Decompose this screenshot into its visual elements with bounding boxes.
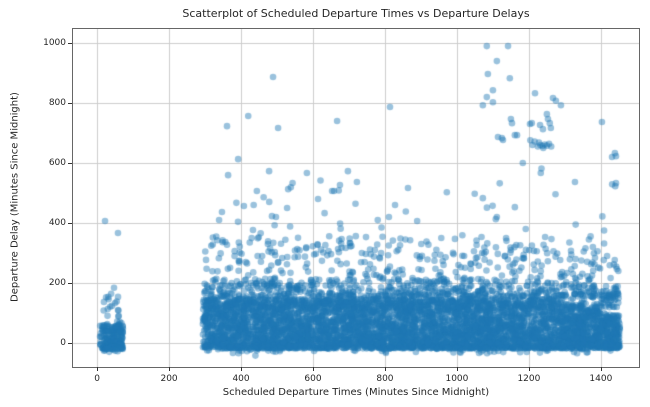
x-tick-label: 1000 (445, 374, 469, 384)
y-tick-mark (68, 343, 72, 344)
x-tick-label: 1200 (517, 374, 541, 384)
x-tick-mark (313, 367, 314, 371)
x-tick-mark (384, 367, 386, 371)
x-tick-label: 1400 (589, 374, 613, 384)
x-tick-label: 400 (232, 374, 250, 384)
x-tick-mark (528, 367, 530, 371)
plot-area (72, 28, 640, 368)
x-tick-mark (241, 367, 243, 371)
x-axis-label: Scheduled Departure Times (Minutes Since… (222, 387, 490, 398)
chart-title: Scatterplot of Scheduled Departure Times… (182, 7, 530, 20)
y-tick-label: 800 (48, 98, 66, 109)
y-tick-label: 0 (60, 338, 66, 348)
y-tick-mark (68, 223, 72, 225)
y-tick-label: 1000 (43, 38, 66, 49)
scatter-plot-canvas (73, 29, 639, 367)
x-tick-mark (600, 367, 602, 371)
y-tick-mark (68, 163, 72, 165)
y-tick-mark (68, 283, 72, 285)
y-tick-mark (68, 103, 72, 105)
x-tick-label: 800 (376, 374, 394, 384)
y-tick-label: 400 (48, 218, 66, 229)
x-tick-mark (456, 367, 458, 371)
x-tick-label: 200 (160, 374, 178, 384)
y-tick-mark (68, 43, 72, 45)
y-tick-label: 200 (48, 278, 66, 289)
x-tick-mark (169, 367, 171, 371)
y-axis-label: Departure Delay (Minutes Since Midnight) (9, 92, 21, 302)
y-tick-label: 600 (48, 158, 66, 169)
x-tick-label: 600 (304, 374, 322, 384)
x-tick-label: 0 (94, 374, 100, 384)
x-tick-mark (97, 367, 99, 371)
